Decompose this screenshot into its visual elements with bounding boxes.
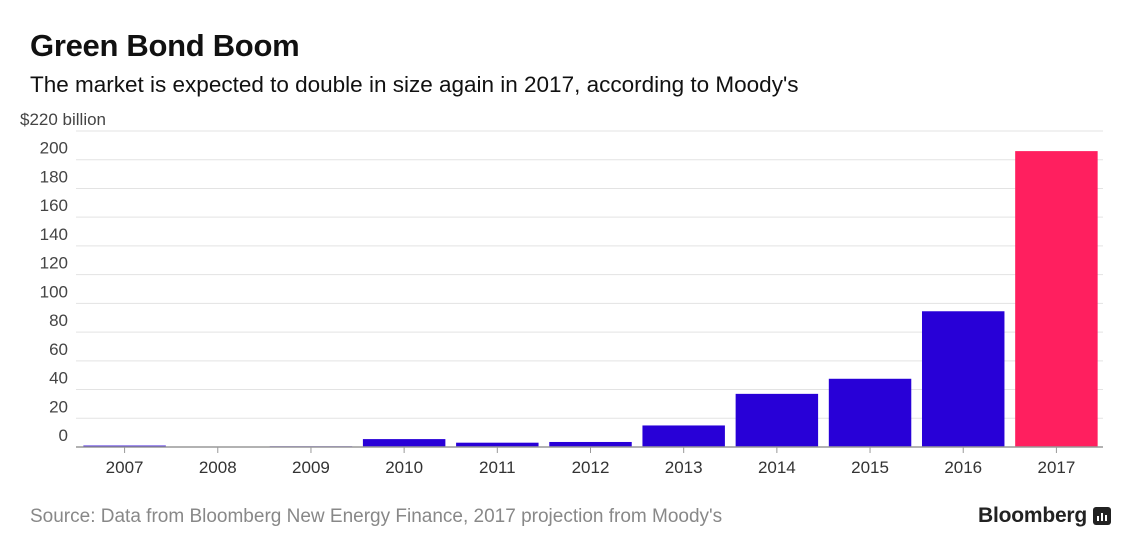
- x-tick-label: 2009: [292, 458, 330, 477]
- y-tick-label: $220 billion: [20, 110, 106, 129]
- y-tick-label: 120: [40, 254, 68, 273]
- bars: [83, 151, 1098, 448]
- x-tick-label: 2016: [944, 458, 982, 477]
- y-tick-label: 40: [49, 369, 68, 388]
- x-axis-ticks: 2007 2008 2009 2010 2011 2012 2013 2014 2015 2016…: [76, 446, 1103, 477]
- x-tick-label: 2010: [385, 458, 423, 477]
- bloomberg-terminal-icon: [1093, 507, 1112, 525]
- y-tick-label: 140: [40, 225, 68, 244]
- bar-2015: [828, 378, 912, 447]
- bar-2010: [362, 439, 446, 447]
- y-tick-label: 80: [49, 311, 68, 330]
- chart-subtitle: The market is expected to double in size…: [30, 72, 799, 97]
- y-tick-label: 100: [40, 282, 68, 301]
- bar-2016: [921, 311, 1005, 447]
- y-tick-label: 160: [40, 196, 68, 215]
- y-tick-label: 0: [59, 426, 68, 445]
- y-tick-label: 180: [40, 167, 68, 186]
- x-tick-label: 2017: [1037, 458, 1075, 477]
- x-tick-label: 2014: [758, 458, 796, 477]
- x-tick-label: 2011: [479, 458, 516, 477]
- bar-2012: [549, 441, 632, 447]
- x-tick-label: 2013: [665, 458, 703, 477]
- y-tick-label: 60: [49, 340, 68, 359]
- x-tick-label: 2012: [572, 458, 610, 477]
- bar-2011: [456, 442, 539, 447]
- bar-2014: [735, 393, 819, 447]
- y-tick-label: 200: [40, 139, 68, 158]
- chart-title: Green Bond Boom: [30, 28, 300, 63]
- bloomberg-logo: Bloomberg: [978, 504, 1112, 528]
- x-tick-label: 2007: [106, 458, 144, 477]
- x-tick-label: 2015: [851, 458, 889, 477]
- bar-2017: [1015, 151, 1098, 448]
- y-axis-ticks: 0 20 40 60 80 100 120 140 160 180 200 $220 billion: [20, 110, 106, 445]
- bar-2013: [642, 425, 725, 447]
- y-tick-label: 20: [49, 397, 68, 416]
- x-tick-label: 2008: [199, 458, 237, 477]
- brand-name: Bloomberg: [978, 504, 1088, 527]
- source-note: Source: Data from Bloomberg New Energy F…: [30, 506, 723, 527]
